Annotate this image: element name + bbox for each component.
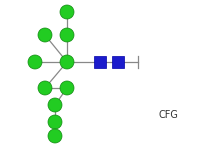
Circle shape bbox=[60, 28, 74, 42]
Circle shape bbox=[48, 129, 62, 143]
Circle shape bbox=[60, 5, 74, 19]
Circle shape bbox=[28, 55, 42, 69]
Bar bbox=[112, 56, 124, 68]
Circle shape bbox=[60, 55, 74, 69]
Circle shape bbox=[48, 115, 62, 129]
Circle shape bbox=[38, 81, 52, 95]
Bar bbox=[94, 56, 106, 68]
Text: CFG: CFG bbox=[158, 110, 178, 120]
Circle shape bbox=[60, 81, 74, 95]
Circle shape bbox=[48, 98, 62, 112]
Circle shape bbox=[38, 28, 52, 42]
